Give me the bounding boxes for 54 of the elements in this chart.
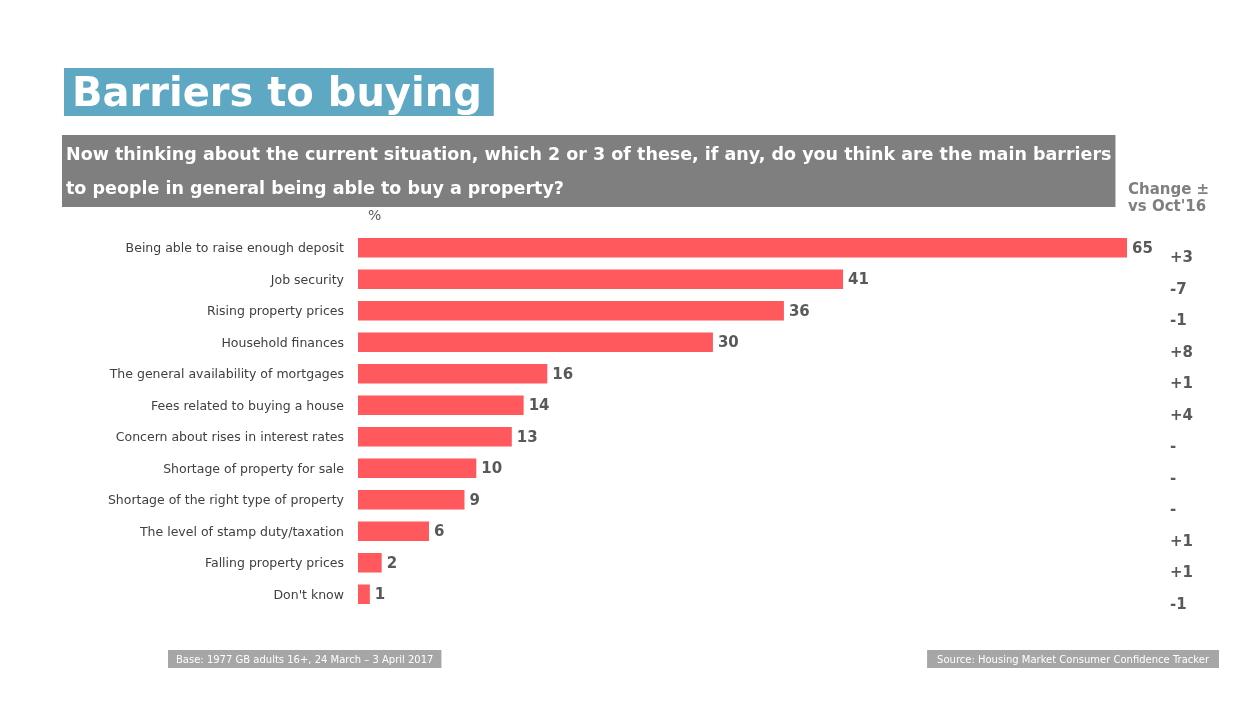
y-tick-label: Household finances — [221, 334, 344, 350]
x-axis-title: % — [368, 207, 382, 223]
text: -1 — [1170, 311, 1187, 330]
source-note: Source: Housing Market Consumer Confidence Tracker — [937, 653, 1210, 665]
data-label: 6 — [433, 522, 445, 541]
bar — [358, 269, 844, 290]
bar — [358, 489, 465, 510]
y-tick-label: Fees related to buying a house — [151, 397, 345, 413]
text: +3 — [1170, 248, 1194, 267]
data-label: 10 — [481, 459, 503, 478]
y-tick-label: Job security — [269, 271, 345, 287]
chart-subtitle: Now thinking about the current situation, which 2 or 3 of these, if any, do you think are the main barriers to people in general being able to buy a property? — [66, 144, 1112, 198]
bar — [358, 395, 524, 416]
bar — [358, 300, 784, 321]
bar — [358, 426, 512, 447]
bar — [358, 458, 477, 479]
data-label: 9 — [469, 490, 480, 509]
text: +8 — [1170, 342, 1194, 361]
text: +4 — [1170, 405, 1194, 424]
y-tick-label: Shortage of property for sale — [163, 460, 345, 476]
bar — [358, 552, 382, 573]
data-label: 2 — [386, 553, 398, 572]
data-label: 30 — [717, 333, 739, 352]
y-tick-label: The general availability of mortgages — [108, 366, 344, 382]
bar — [358, 584, 370, 605]
chart-title: Barriers to buying — [72, 69, 482, 115]
data-label: 1 — [374, 585, 386, 604]
text: - — [1170, 500, 1177, 519]
y-tick-label: Rising property prices — [206, 303, 344, 319]
data-label: 14 — [528, 396, 550, 415]
text: Change ± vs Oct'16 — [1128, 179, 1210, 215]
text: Base: 1977 GB adults 16+, 24 March – 3 April 2017 — [176, 653, 434, 665]
bar — [358, 237, 1127, 258]
text: -7 — [1170, 279, 1187, 298]
text: +1 — [1170, 374, 1194, 393]
y-tick-label: Falling property prices — [204, 555, 344, 571]
y-tick-label: Being able to raise enough deposit — [125, 240, 345, 256]
y-tick-label: The level of stamp duty/taxation — [138, 523, 344, 539]
data-label: 41 — [848, 270, 869, 289]
bar — [358, 521, 429, 542]
text: +1 — [1170, 563, 1194, 582]
y-tick-label: Shortage of the right type of property — [107, 492, 345, 508]
bar — [358, 332, 713, 353]
y-tick-label: Don't know — [273, 586, 344, 602]
text: - — [1170, 437, 1177, 456]
data-label: 65 — [1132, 238, 1153, 257]
bar — [358, 363, 548, 384]
data-label: 13 — [516, 427, 538, 446]
text: -1 — [1170, 594, 1187, 613]
data-label: 16 — [552, 364, 574, 383]
text: +1 — [1170, 531, 1194, 550]
text: - — [1170, 468, 1177, 487]
y-tick-label: Concern about rises in interest rates — [115, 429, 344, 445]
data-label: 36 — [788, 301, 810, 320]
